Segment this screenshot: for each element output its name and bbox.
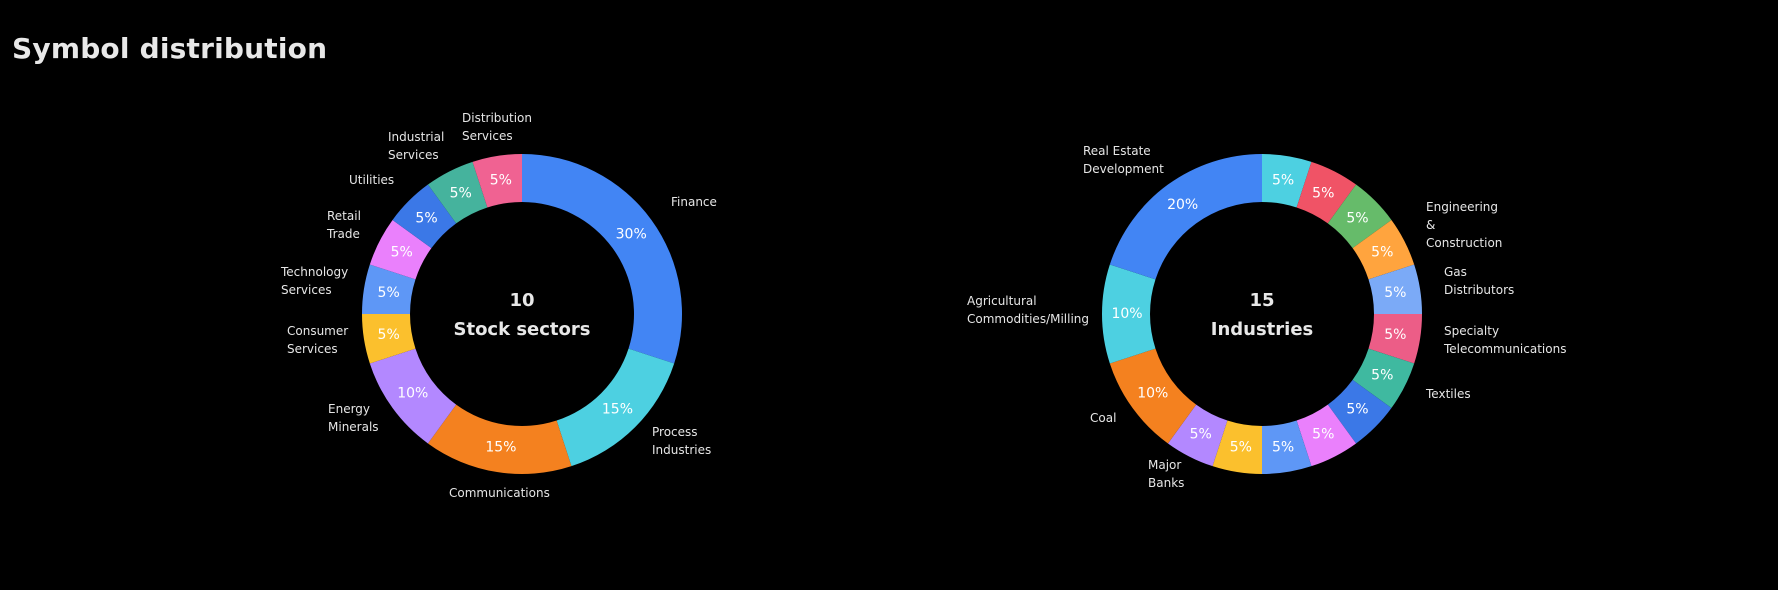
donut-slice[interactable] <box>1296 404 1357 467</box>
slice-category-label: Engineering & Construction <box>1426 200 1502 250</box>
slice-percent-label: 20% <box>1167 197 1198 213</box>
donut-slice[interactable] <box>1109 348 1197 444</box>
slice-category-label: Consumer Services <box>287 324 348 356</box>
donut-slice[interactable] <box>522 154 682 364</box>
donut-slice[interactable] <box>427 404 572 475</box>
slice-percent-label: 15% <box>485 439 516 455</box>
slice-category-label: Coal <box>1090 411 1116 425</box>
donut-slice[interactable] <box>1327 184 1392 249</box>
slice-percent-label: 5% <box>1346 401 1368 417</box>
page-title: Symbol distribution <box>12 32 328 65</box>
slice-category-label: Industrial Services <box>388 130 444 162</box>
donut-slice[interactable] <box>392 184 457 249</box>
slice-percent-label: 10% <box>1137 385 1168 401</box>
donut-slice[interactable] <box>1212 420 1262 474</box>
slice-category-label: Gas Distributors <box>1444 265 1514 297</box>
slice-percent-label: 5% <box>490 173 512 189</box>
donut-slice[interactable] <box>1102 264 1156 364</box>
slice-category-label: Process Industries <box>652 425 711 457</box>
slice-percent-label: 5% <box>1346 211 1368 227</box>
donut-slice[interactable] <box>1109 154 1262 280</box>
slice-category-label: Finance <box>671 195 717 209</box>
donut-slice[interactable] <box>1262 420 1312 474</box>
slice-percent-label: 5% <box>1384 285 1406 301</box>
slice-percent-label: 5% <box>1312 426 1334 442</box>
slice-percent-label: 5% <box>1230 439 1252 455</box>
slice-category-label: Utilities <box>349 173 394 187</box>
slice-percent-label: 5% <box>450 186 472 202</box>
slice-category-label: Textiles <box>1425 387 1471 401</box>
donut-slice[interactable] <box>556 348 675 467</box>
slice-category-label: Technology Services <box>280 265 348 297</box>
slice-category-label: Specialty Telecommunications <box>1443 324 1566 356</box>
slice-percent-label: 10% <box>397 385 428 401</box>
slice-percent-label: 30% <box>616 227 647 243</box>
slice-category-label: Energy Minerals <box>328 402 379 434</box>
center-label: Industries <box>1211 319 1314 340</box>
donut-slice[interactable] <box>427 161 488 224</box>
donut-slice[interactable] <box>1327 379 1392 444</box>
slice-category-label: Communications <box>449 486 550 500</box>
donut-slice[interactable] <box>1352 219 1415 280</box>
slice-percent-label: 5% <box>415 211 437 227</box>
center-count: 10 <box>509 290 534 311</box>
center-count: 15 <box>1249 290 1274 311</box>
slice-percent-label: 5% <box>1371 245 1393 261</box>
slice-percent-label: 5% <box>1371 367 1393 383</box>
donut-slice[interactable] <box>1352 348 1415 409</box>
slice-category-label: Distribution Services <box>462 111 532 143</box>
slice-percent-label: 10% <box>1111 306 1142 322</box>
slice-percent-label: 5% <box>1384 327 1406 343</box>
slice-category-label: Real Estate Development <box>1083 144 1164 176</box>
slice-percent-label: 5% <box>1190 426 1212 442</box>
slice-percent-label: 5% <box>391 245 413 261</box>
center-label: Stock sectors <box>454 319 591 340</box>
slice-percent-label: 5% <box>1272 173 1294 189</box>
slice-percent-label: 5% <box>1272 439 1294 455</box>
donut-slice[interactable] <box>369 348 457 444</box>
donut-slice[interactable] <box>369 219 432 280</box>
slice-percent-label: 15% <box>602 401 633 417</box>
slice-category-label: Major Banks <box>1148 458 1184 490</box>
donut-chart-2: 5% 5% 5% Engineering & Construction 5% 5% Gas Dis… <box>967 144 1566 490</box>
donut-slice[interactable] <box>1167 404 1228 467</box>
slice-category-label: Agricultural Commodities/Milling <box>967 294 1089 326</box>
donut-slice[interactable] <box>472 154 522 208</box>
donut-slice[interactable] <box>362 314 416 364</box>
slice-category-label: Retail Trade <box>326 209 361 241</box>
donut-slice[interactable] <box>362 264 416 314</box>
slice-percent-label: 5% <box>378 327 400 343</box>
slice-percent-label: 5% <box>1312 186 1334 202</box>
slice-percent-label: 5% <box>378 285 400 301</box>
donut-chart-1: 30% Finance 15% Process Industries 15% Communi… <box>280 111 717 500</box>
donut-slice[interactable] <box>1368 264 1422 314</box>
donut-slice[interactable] <box>1262 154 1312 208</box>
donut-slice[interactable] <box>1296 161 1357 224</box>
donut-slice[interactable] <box>1368 314 1422 364</box>
